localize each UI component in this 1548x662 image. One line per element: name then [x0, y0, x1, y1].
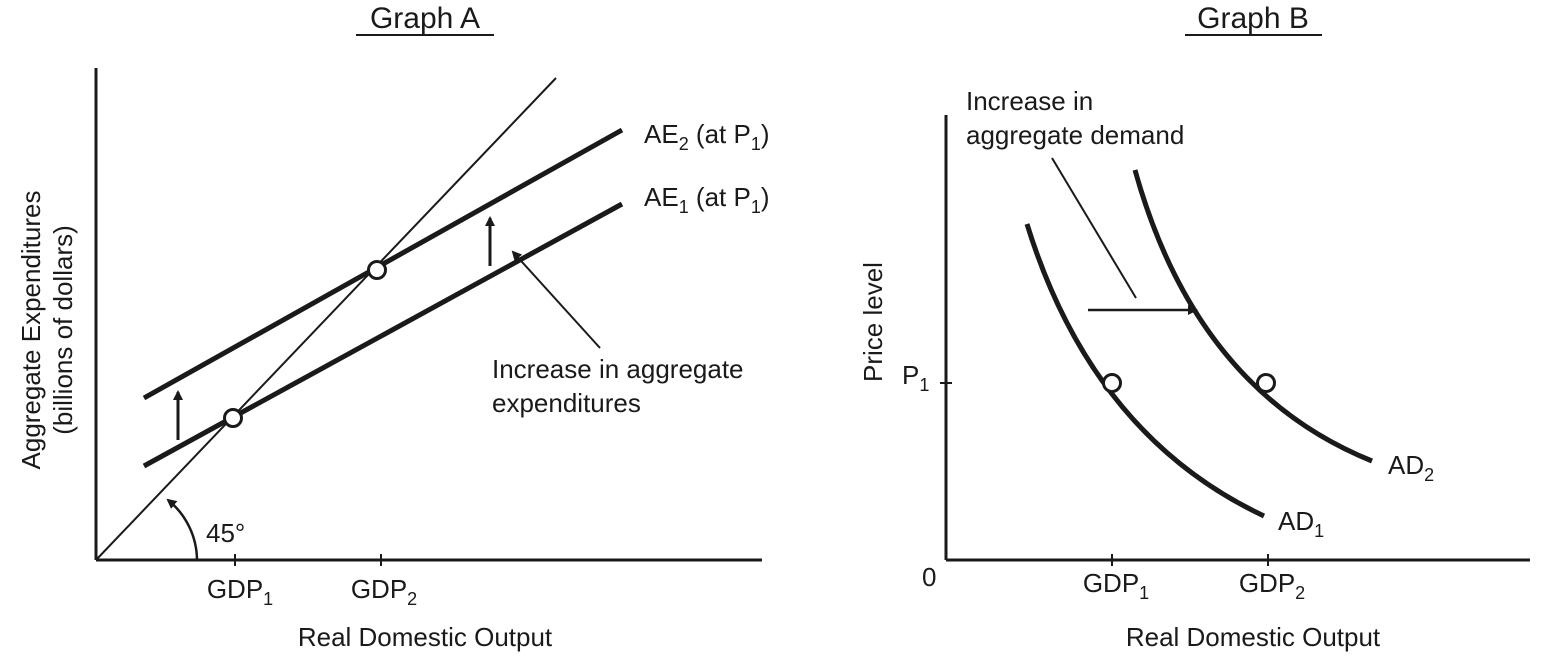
graph-b-ad1-curve [1024, 223, 1266, 519]
graph-b-origin: 0 [922, 562, 936, 592]
graph-b-annotation-line2: aggregate demand [966, 120, 1184, 150]
graph-a-angle-label: 45° [206, 518, 245, 548]
graph-b-tick-gdp1-label: GDP1 [1083, 568, 1149, 603]
graph-a-ylabel-line2: (billions of dollars) [48, 225, 78, 435]
graph-a-xlabel: Real Domestic Output [298, 622, 553, 652]
graph-b-annotation-line1: Increase in [966, 86, 1093, 116]
graph-b-equilibrium-2 [1256, 373, 1276, 393]
graph-a-annotation-line1: Increase in aggregate [492, 354, 744, 384]
graph-b-ad2-curve [1132, 169, 1373, 464]
graph-a-ae1-label: AE1 (at P1) [644, 182, 770, 217]
graph-a-45-degree-arc [166, 498, 199, 561]
graph-a-equilibrium-1 [223, 408, 243, 428]
graph-b-tick-gdp2-label: GDP2 [1239, 568, 1305, 603]
graph-b-annotation-pointer [1051, 157, 1137, 299]
graph-a: Graph A Aggregate Expenditures (billions… [16, 2, 770, 652]
graph-a-ae2-label: AE2 (at P1) [644, 119, 770, 154]
graph-b-ad2-label: AD2 [1388, 450, 1434, 485]
graph-b: Graph B Price level 0 P1 GDP1 GDP2 AD1 A… [858, 2, 1530, 652]
graph-a-ylabel-line1: Aggregate Expenditures [16, 191, 46, 470]
graph-b-ad1-label: AD1 [1278, 506, 1324, 541]
graph-a-title: Graph A [370, 2, 480, 35]
graph-b-p1-label: P1 [902, 360, 929, 395]
graph-a-equilibrium-2 [367, 260, 387, 280]
graph-a-45-degree-line [95, 77, 557, 561]
graph-a-ae1-line [142, 201, 624, 469]
graph-a-annotation-line2: expenditures [492, 388, 641, 418]
graph-a-tick-gdp2-label: GDP2 [351, 574, 417, 609]
graph-b-xlabel: Real Domestic Output [1126, 622, 1381, 652]
graph-a-tick-gdp1-label: GDP1 [207, 574, 273, 609]
graph-b-ylabel: Price level [858, 262, 888, 382]
graph-a-annotation-pointer [511, 250, 601, 349]
graph-b-equilibrium-1 [1102, 373, 1122, 393]
graph-b-title: Graph B [1197, 2, 1309, 35]
